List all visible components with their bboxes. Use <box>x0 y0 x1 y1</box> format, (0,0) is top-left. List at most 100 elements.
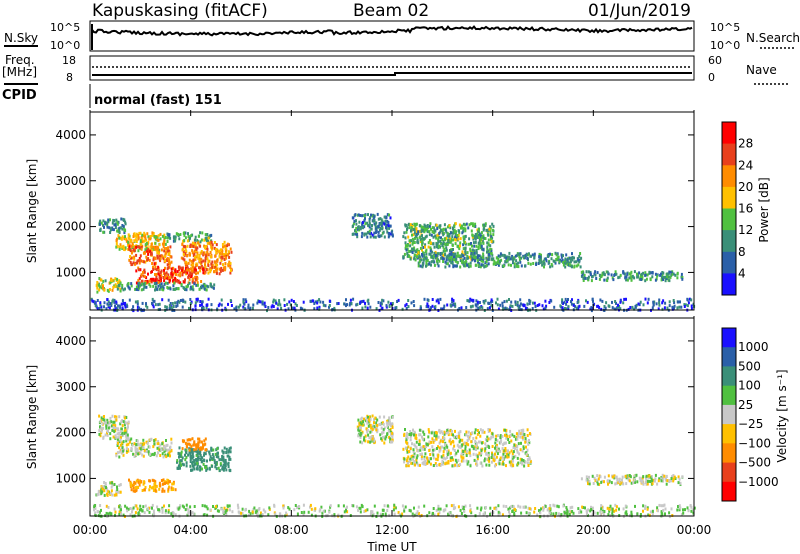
echo-cell <box>495 507 498 511</box>
echo-cell <box>154 237 157 241</box>
echo-cell <box>175 232 178 236</box>
echo-cell <box>433 228 436 232</box>
echo-cell <box>214 267 217 271</box>
echo-cell <box>504 449 507 453</box>
echo-cell <box>197 256 200 260</box>
echo-cell <box>190 468 193 472</box>
echo-cell <box>511 504 514 508</box>
echo-cell <box>115 493 118 497</box>
echo-cell <box>580 477 583 481</box>
echo-cell <box>432 449 435 452</box>
echo-cell <box>567 305 570 309</box>
echo-cell <box>467 430 470 434</box>
echo-cell <box>665 475 668 478</box>
echo-cell <box>453 231 456 235</box>
echo-cell <box>138 306 141 310</box>
echo-cell <box>441 445 444 449</box>
echo-cell <box>464 264 467 268</box>
echo-cell <box>211 453 214 457</box>
echo-cell <box>219 462 222 466</box>
echo-cell <box>587 270 590 274</box>
echo-cell <box>460 226 463 230</box>
echo-cell <box>228 455 231 459</box>
echo-cell <box>524 437 527 441</box>
echo-cell <box>463 510 466 513</box>
echo-cell <box>521 437 524 441</box>
echo-cell <box>528 432 531 435</box>
echo-cell <box>428 511 431 515</box>
echo-cell <box>636 480 639 484</box>
echo-cell <box>449 240 452 244</box>
echo-cell <box>649 277 652 281</box>
echo-cell <box>204 259 207 263</box>
echo-cell <box>669 275 672 279</box>
echo-cell <box>134 262 136 266</box>
y-tick-label: 2000 <box>55 220 86 234</box>
echo-cell <box>273 503 276 507</box>
echo-cell <box>137 233 140 237</box>
echo-cell <box>218 272 221 276</box>
echo-cell <box>645 479 648 483</box>
echo-cell <box>468 451 471 455</box>
echo-cell <box>504 433 506 437</box>
echo-cell <box>179 466 181 470</box>
echo-cell <box>448 237 451 241</box>
echo-cell <box>551 253 554 257</box>
echo-cell <box>416 454 419 458</box>
echo-cell <box>442 440 444 444</box>
echo-cell <box>124 504 127 508</box>
echo-cell <box>205 245 207 248</box>
echo-cell <box>412 450 415 454</box>
echo-cell <box>195 447 198 451</box>
echo-cell <box>625 297 627 301</box>
echo-cell <box>509 304 512 308</box>
echo-cell <box>457 237 460 241</box>
echo-cell <box>636 272 638 276</box>
echo-cell <box>462 226 465 230</box>
echo-cell <box>124 235 126 239</box>
echo-cell <box>133 255 136 259</box>
echo-cell <box>639 276 642 280</box>
echo-cell <box>486 245 489 249</box>
echo-cell <box>465 306 468 309</box>
echo-cell <box>573 260 576 264</box>
echo-cell <box>621 475 624 479</box>
nave-label: Nave <box>746 63 777 77</box>
echo-cell <box>98 432 101 436</box>
echo-cell <box>510 449 513 453</box>
echo-cell <box>420 306 422 310</box>
echo-cell <box>145 440 148 444</box>
echo-cell <box>282 504 285 508</box>
echo-cell <box>170 512 173 516</box>
echo-cell <box>454 463 457 467</box>
echo-cell <box>367 302 370 306</box>
echo-cell <box>110 304 113 307</box>
echo-cell <box>267 306 270 309</box>
echo-cell <box>478 254 481 258</box>
echo-cell <box>217 455 220 459</box>
echo-cell <box>111 299 114 303</box>
echo-cell <box>521 458 523 462</box>
echo-cell <box>604 306 607 310</box>
echo-cell <box>437 445 439 449</box>
echo-cell <box>598 482 601 486</box>
echo-cell <box>479 234 482 238</box>
echo-cell <box>651 306 654 310</box>
echo-cell <box>474 259 476 263</box>
echo-cell <box>243 302 246 306</box>
echo-cell <box>138 286 140 290</box>
echo-cell <box>376 430 379 434</box>
echo-cell <box>154 480 157 484</box>
echo-cell <box>364 222 367 226</box>
echo-cell <box>384 222 387 226</box>
echo-cell <box>237 510 240 514</box>
echo-cell <box>104 220 107 224</box>
echo-cell <box>346 303 348 307</box>
echo-cell <box>145 247 148 251</box>
echo-cell <box>442 249 445 253</box>
echo-cell <box>366 306 369 310</box>
echo-cell <box>383 426 386 430</box>
echo-cell <box>156 278 158 282</box>
echo-cell <box>199 300 202 303</box>
echo-cell <box>168 451 171 455</box>
